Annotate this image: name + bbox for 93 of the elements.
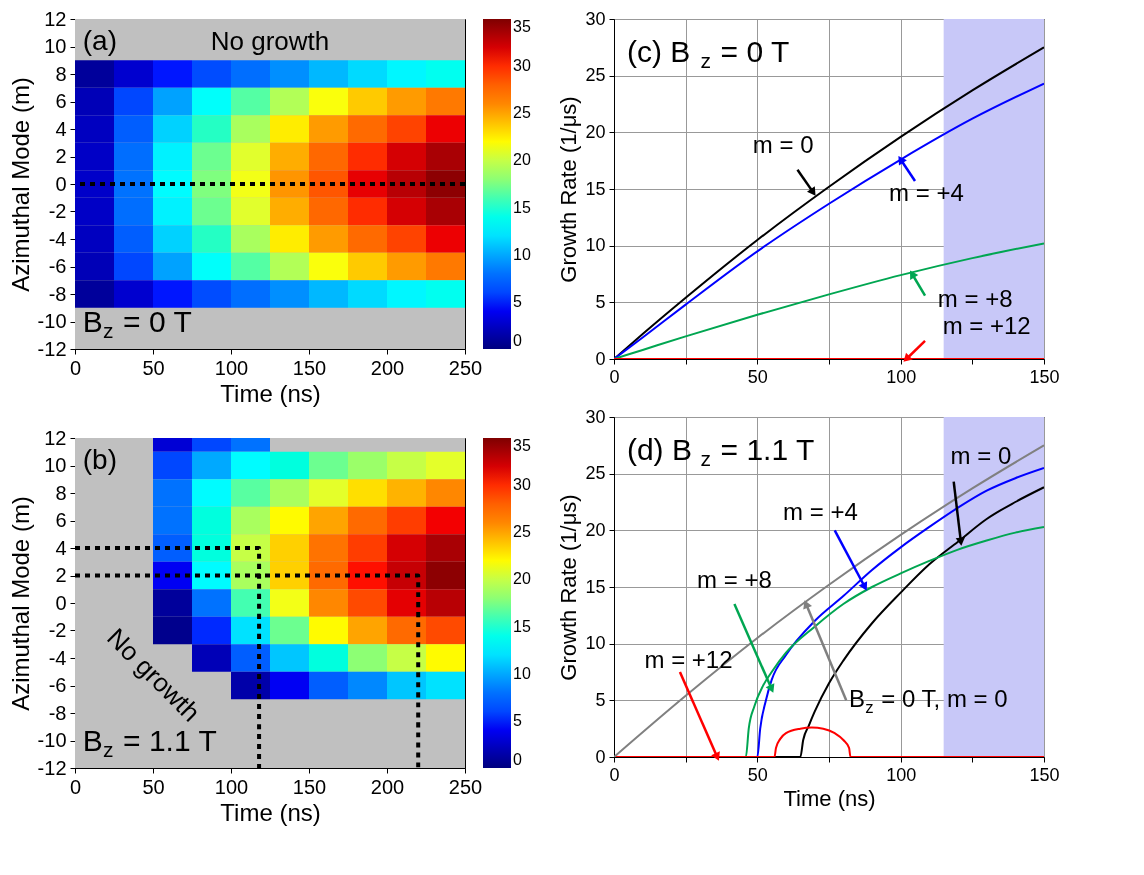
y-tick-label: 0 bbox=[55, 172, 67, 195]
color-bar-label: 25 bbox=[513, 104, 531, 122]
y-tick-label: -12 bbox=[37, 756, 67, 779]
annotation: m = 0 bbox=[950, 441, 1012, 469]
y-tick-label: 25 bbox=[585, 463, 606, 484]
y-tick-label: 2 bbox=[55, 145, 67, 167]
color-bar-label: 5 bbox=[513, 292, 522, 310]
annotation: m = +8 bbox=[937, 285, 1013, 313]
annotation: m = +12 bbox=[644, 645, 733, 673]
x-tick-label: 150 bbox=[292, 356, 327, 379]
color-bar-label: 0 bbox=[513, 332, 522, 349]
y-tick-label: -10 bbox=[37, 310, 67, 332]
y-axis-title: Azimuthal Mode (m) bbox=[6, 77, 34, 292]
x-tick-label: 0 bbox=[609, 764, 620, 785]
y-tick-label: 12 bbox=[44, 7, 67, 30]
y-tick-label: 5 bbox=[595, 689, 606, 710]
annotation: m = +4 bbox=[783, 498, 858, 526]
color-bar-label: 35 bbox=[513, 437, 531, 454]
y-tick-label: -6 bbox=[48, 674, 67, 696]
x-tick-label: 0 bbox=[609, 366, 620, 387]
y-tick-label: 2 bbox=[55, 564, 67, 586]
y-tick-label: 0 bbox=[55, 591, 67, 614]
y-tick-label: 20 bbox=[585, 121, 606, 142]
y-tick-label: -10 bbox=[37, 729, 67, 751]
x-tick-label: 50 bbox=[142, 775, 165, 798]
x-tick-label: 150 bbox=[1029, 366, 1060, 387]
y-axis-title: Growth Rate (1/μs) bbox=[556, 96, 582, 283]
x-tick-label: 250 bbox=[448, 775, 483, 798]
y-tick-label: 10 bbox=[585, 633, 606, 654]
annotation: m = +4 bbox=[889, 178, 964, 206]
annotation: m = +8 bbox=[697, 566, 772, 594]
x-tick-label: 50 bbox=[747, 366, 768, 387]
x-axis-title: Time (ns) bbox=[220, 379, 321, 407]
annotation: (a) bbox=[82, 25, 118, 57]
x-tick-label: 0 bbox=[69, 775, 82, 798]
color-bar-label: 25 bbox=[513, 523, 531, 541]
color-bar-label: 20 bbox=[513, 151, 531, 169]
x-tick-label: 100 bbox=[214, 356, 249, 379]
y-tick-label: 10 bbox=[44, 454, 67, 476]
y-tick-label: -8 bbox=[48, 282, 67, 305]
y-tick-label: 0 bbox=[595, 746, 606, 767]
y-tick-label: -2 bbox=[48, 200, 67, 222]
color-bar-label: 30 bbox=[513, 57, 531, 75]
x-tick-label: 0 bbox=[69, 356, 82, 379]
y-tick-label: -8 bbox=[48, 701, 67, 724]
y-tick-label: 4 bbox=[55, 117, 67, 140]
y-tick-label: 8 bbox=[55, 62, 67, 85]
y-axis-title: Growth Rate (1/μs) bbox=[556, 494, 582, 681]
x-tick-label: 200 bbox=[370, 356, 405, 379]
y-tick-label: 20 bbox=[585, 519, 606, 540]
annotation: No growth bbox=[210, 26, 330, 57]
y-tick-label: -4 bbox=[48, 227, 67, 250]
y-tick-label: 4 bbox=[55, 536, 67, 559]
x-tick-label: 150 bbox=[1029, 764, 1060, 785]
y-tick-label: 8 bbox=[55, 481, 67, 504]
y-tick-label: -6 bbox=[48, 255, 67, 277]
y-tick-label: 12 bbox=[44, 426, 67, 449]
y-tick-label: 30 bbox=[585, 8, 606, 29]
y-tick-label: -4 bbox=[48, 646, 67, 669]
y-tick-label: -12 bbox=[37, 337, 67, 360]
y-tick-label: -2 bbox=[48, 619, 67, 641]
y-tick-label: 10 bbox=[44, 35, 67, 57]
x-tick-label: 50 bbox=[142, 356, 165, 379]
color-bar-label: 15 bbox=[513, 617, 531, 635]
y-tick-label: 15 bbox=[585, 178, 606, 199]
y-tick-label: 30 bbox=[585, 406, 606, 427]
y-tick-label: 10 bbox=[585, 235, 606, 256]
y-tick-label: 6 bbox=[55, 90, 67, 112]
annotation: (b) bbox=[82, 444, 118, 476]
color-bar-label: 20 bbox=[513, 570, 531, 588]
color-bar-label: 35 bbox=[513, 18, 531, 35]
y-axis-title: Azimuthal Mode (m) bbox=[6, 496, 34, 711]
x-tick-label: 150 bbox=[292, 775, 327, 798]
x-tick-label: 100 bbox=[886, 366, 917, 387]
x-axis-title: Time (ns) bbox=[220, 798, 321, 826]
x-tick-label: 250 bbox=[448, 356, 483, 379]
color-bar-label: 10 bbox=[513, 245, 531, 263]
x-tick-label: 100 bbox=[214, 775, 249, 798]
color-bar-label: 0 bbox=[513, 751, 522, 768]
annotation: m = 0 bbox=[752, 130, 814, 158]
x-tick-label: 200 bbox=[370, 775, 405, 798]
y-tick-label: 5 bbox=[595, 291, 606, 312]
color-bar-label: 30 bbox=[513, 476, 531, 494]
y-tick-label: 15 bbox=[585, 576, 606, 597]
annotation: m = +12 bbox=[942, 312, 1031, 340]
y-tick-label: 25 bbox=[585, 65, 606, 86]
x-tick-label: 50 bbox=[747, 764, 768, 785]
color-bar-label: 15 bbox=[513, 198, 531, 216]
y-tick-label: 6 bbox=[55, 509, 67, 531]
x-tick-label: 100 bbox=[886, 764, 917, 785]
color-bar-label: 10 bbox=[513, 664, 531, 682]
x-axis-title: Time (ns) bbox=[783, 785, 876, 811]
color-bar-label: 5 bbox=[513, 711, 522, 729]
